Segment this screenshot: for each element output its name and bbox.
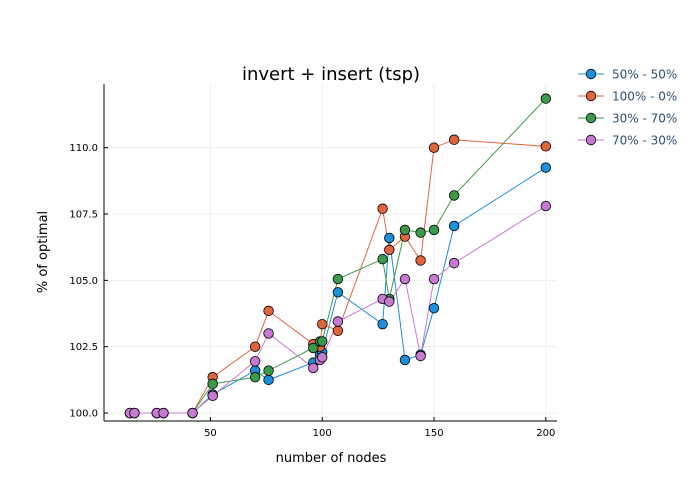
data-point-series-3 [377, 253, 388, 265]
data-point-series-4 [187, 407, 198, 419]
legend-marker-1 [585, 68, 597, 80]
data-point-series-2 [448, 134, 460, 145]
data-point-series-1 [377, 318, 388, 330]
legend-marker-3 [585, 112, 597, 124]
x-tick-label: 50 [204, 428, 217, 439]
data-point-series-3 [207, 378, 218, 390]
data-point-series-3 [540, 93, 552, 104]
axes [103, 84, 557, 422]
y-tick-label: 102.5 [69, 342, 98, 353]
data-point-series-4 [384, 296, 395, 307]
data-point-series-1 [540, 162, 552, 173]
legend-label-4: 70% - 30% [612, 134, 677, 148]
data-point-series-4 [263, 328, 274, 339]
data-point-series-4 [540, 200, 552, 212]
data-point-series-2 [263, 305, 274, 317]
data-point-series-2 [377, 203, 388, 214]
y-tick-label: 110.0 [69, 143, 98, 154]
grid-lines [104, 84, 557, 421]
data-point-series-3 [308, 342, 319, 354]
data-point-series-2 [428, 142, 440, 153]
data-point-series-1 [263, 374, 274, 386]
data-point-series-2 [540, 141, 552, 152]
data-point-series-1 [428, 303, 440, 314]
data-point-series-1 [332, 287, 344, 298]
chart-title: invert + insert (tsp) [242, 64, 420, 85]
data-point-series-2 [249, 341, 261, 352]
data-point-series-1 [448, 220, 460, 232]
tick-labels: 50 100 150 200 100.0 102.5 105.0 107.5 110.0 [69, 143, 555, 439]
data-point-series-4 [158, 407, 169, 419]
data-point-series-4 [428, 273, 440, 285]
y-axis-label: % of optimal [36, 211, 51, 293]
y-tick-label: 105.0 [69, 276, 98, 287]
data-point-series-2 [415, 255, 426, 266]
x-tick-label: 100 [313, 428, 332, 439]
data-point-series-4 [207, 390, 218, 401]
legend-label-2: 100% - 0% [612, 90, 677, 104]
data-point-series-4 [332, 316, 344, 327]
legend-label-1: 50% - 50% [612, 68, 677, 82]
data-point-series-3 [263, 365, 274, 376]
data-point-series-2 [332, 325, 344, 336]
x-tick-label: 150 [424, 428, 443, 439]
y-tick-label: 100.0 [69, 409, 98, 420]
series-line-3 [129, 98, 547, 414]
series-line-4 [129, 205, 547, 414]
legend-marker-4 [585, 134, 597, 146]
data-point-series-3 [448, 190, 460, 201]
y-tick-label: 107.5 [69, 210, 98, 221]
data-point-series-4 [317, 352, 328, 363]
data-point-series-4 [448, 257, 460, 269]
x-axis-label: number of nodes [276, 451, 387, 466]
series-lines [129, 98, 547, 414]
data-point-series-1 [384, 232, 395, 244]
data-points [124, 93, 552, 419]
data-point-series-4 [129, 407, 140, 419]
legend-label-3: 30% - 70% [612, 112, 677, 126]
data-point-series-2 [317, 318, 328, 330]
data-point-series-4 [415, 350, 426, 362]
data-point-series-4 [399, 273, 411, 285]
x-tick-label: 200 [536, 428, 555, 439]
data-point-series-1 [399, 354, 411, 366]
legend: 50% - 50% 100% - 0% 30% - 70% 70% - 30% [578, 68, 677, 148]
data-point-series-3 [399, 224, 411, 236]
data-point-series-4 [308, 362, 319, 374]
legend-marker-2 [585, 90, 597, 102]
data-point-series-3 [428, 224, 440, 236]
data-point-series-3 [317, 336, 328, 347]
data-point-series-4 [249, 356, 261, 367]
data-point-series-3 [415, 227, 426, 238]
data-point-series-2 [384, 244, 395, 256]
data-point-series-3 [249, 372, 261, 383]
data-point-series-3 [332, 273, 344, 285]
